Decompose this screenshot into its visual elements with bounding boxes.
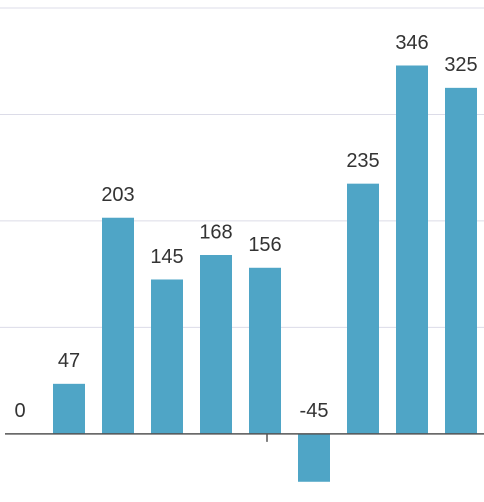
data-label: -45: [300, 400, 329, 422]
bar: [396, 65, 428, 434]
data-label: 47: [58, 350, 80, 372]
data-label: 156: [248, 234, 281, 256]
data-label: 0: [14, 400, 25, 422]
data-label: 325: [444, 54, 477, 76]
data-label: 203: [101, 184, 134, 206]
data-label: 346: [395, 32, 428, 54]
data-label: 168: [199, 221, 232, 243]
bar: [102, 217, 134, 434]
bar: [200, 255, 232, 434]
bar: [298, 433, 330, 482]
data-label: 145: [150, 246, 183, 268]
bar: [151, 279, 183, 434]
bar: [347, 183, 379, 434]
bar: [249, 267, 281, 434]
bar: [53, 383, 85, 434]
bar: [445, 87, 477, 434]
data-label: 235: [346, 150, 379, 172]
